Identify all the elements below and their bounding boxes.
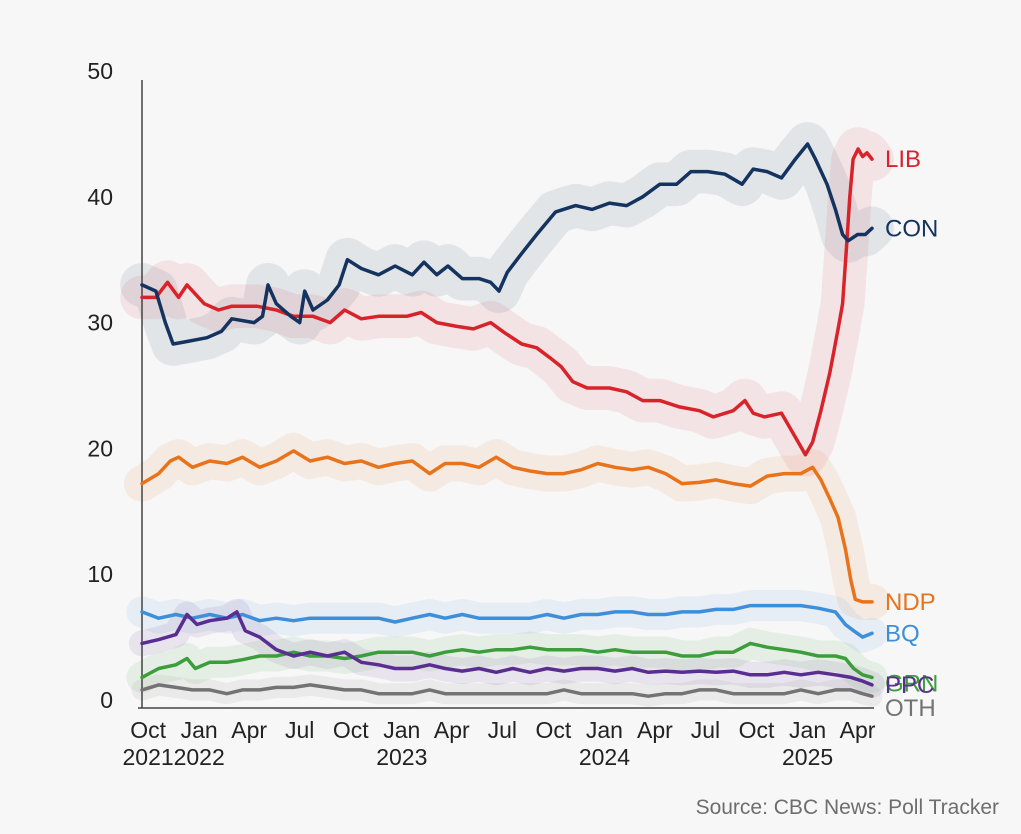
y-tick-label: 10	[87, 561, 113, 587]
x-tick-year-label: 2025	[782, 744, 833, 770]
y-tick-label: 50	[87, 58, 113, 84]
series-label-grn: GRN	[885, 670, 938, 697]
x-tick-label: Jul	[285, 717, 314, 743]
x-tick-label: Apr	[231, 717, 267, 743]
line-ppc	[140, 610, 874, 687]
series-label-lib: LIB	[885, 146, 921, 173]
x-tick-year-label: 2023	[376, 744, 427, 770]
line-oth	[140, 683, 874, 698]
series-label-oth: OTH	[885, 695, 936, 722]
band-ndp	[123, 432, 891, 620]
series-label-bq: BQ	[885, 620, 920, 647]
x-tick-label: Jul	[691, 717, 720, 743]
series-label-con: CON	[885, 215, 938, 242]
y-tick-label: 40	[87, 184, 113, 210]
line-con	[140, 142, 874, 346]
y-tick-label: 0	[100, 687, 113, 713]
x-tick-year-label: 2021	[123, 744, 174, 770]
x-tick-label: Apr	[637, 717, 673, 743]
line-bq	[140, 603, 874, 639]
x-tick-label: Apr	[434, 717, 470, 743]
x-tick-label: Jan	[586, 717, 623, 743]
series-lines	[140, 142, 874, 698]
series-label-ndp: NDP	[885, 589, 936, 616]
x-tick-label: Oct	[535, 717, 571, 743]
source-note: Source: CBC News: Poll Tracker	[695, 796, 999, 819]
series-label-ppc: PPC	[885, 672, 934, 699]
x-tick-year-label: 2022	[174, 744, 225, 770]
x-tick-label: Oct	[333, 717, 369, 743]
x-tick-label: Apr	[840, 717, 876, 743]
line-lib	[140, 147, 874, 457]
y-tick-label: 20	[87, 435, 113, 461]
x-tick-label: Jan	[789, 717, 826, 743]
x-tick-year-label: 2024	[579, 744, 630, 770]
x-tick-label: Jul	[488, 717, 517, 743]
confidence-bands	[120, 122, 894, 707]
x-tick-label: Jan	[383, 717, 420, 743]
line-grn	[140, 641, 874, 680]
x-tick-label: Oct	[739, 717, 775, 743]
y-tick-label: 30	[87, 310, 113, 336]
x-tick-label: Oct	[130, 717, 166, 743]
line-ndp	[140, 449, 874, 604]
x-tick-label: Jan	[181, 717, 218, 743]
